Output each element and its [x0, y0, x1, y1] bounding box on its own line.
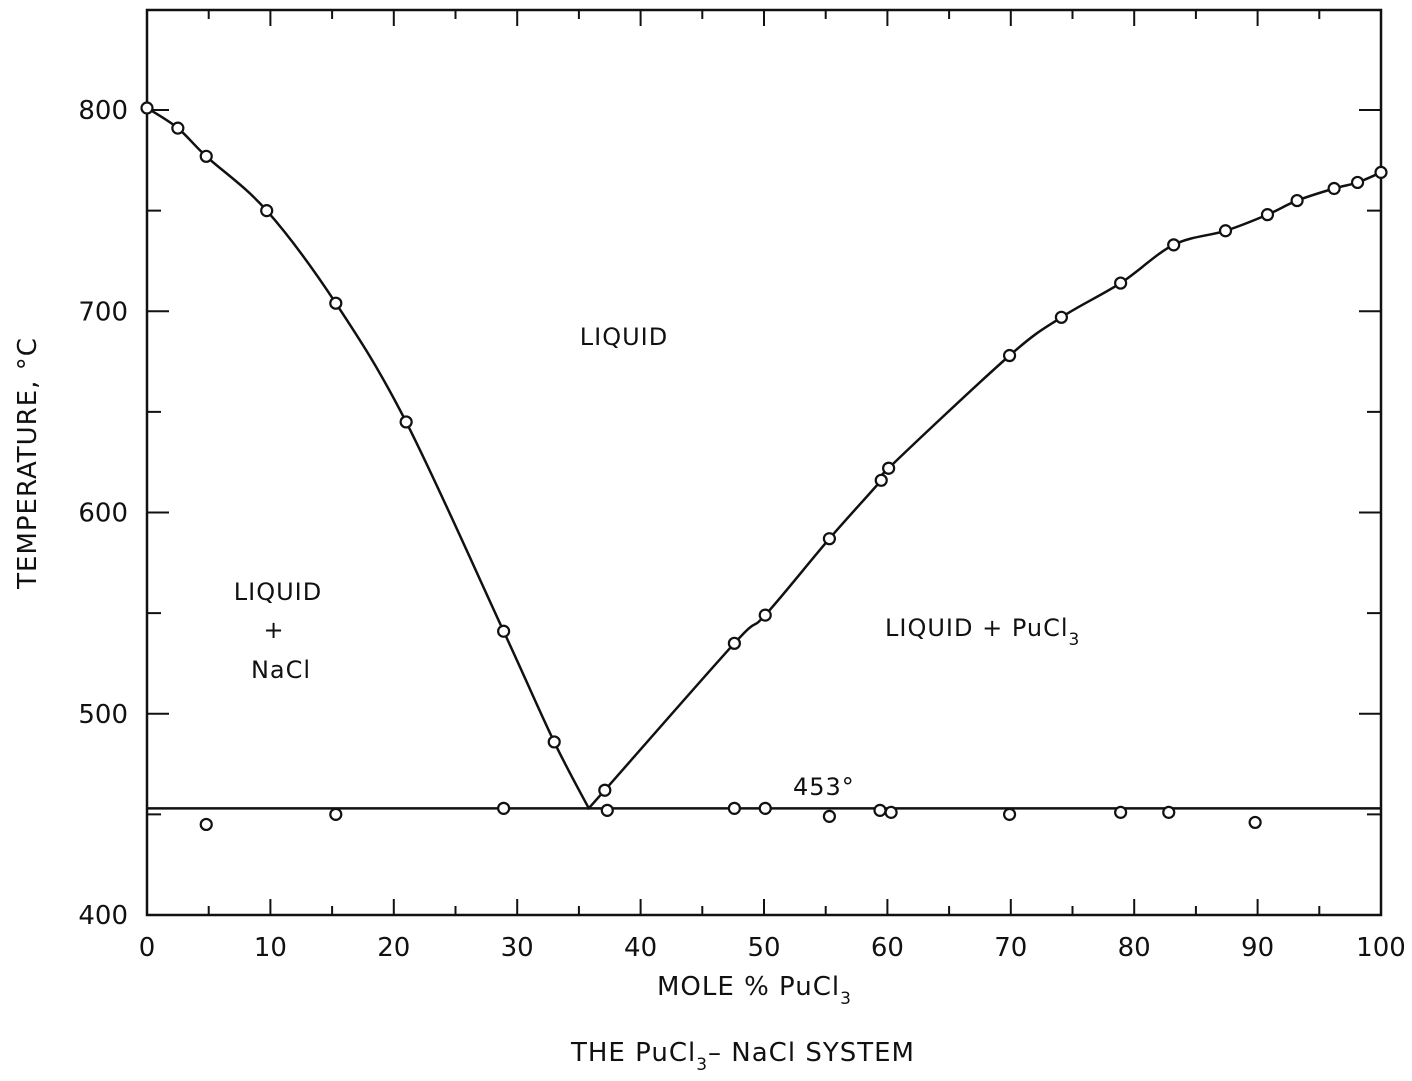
- axis-ticks: [147, 10, 1381, 915]
- liquidus-point: [140, 101, 154, 115]
- region-label-liquid-nacl-1: LIQUID: [234, 578, 322, 606]
- liquidus-point: [882, 461, 896, 475]
- liquidus-point: [1327, 181, 1341, 196]
- x-tick-label: 50: [747, 933, 780, 963]
- y-tick-label: 700: [78, 297, 128, 327]
- liquidus-pucl3-side: [587, 171, 1382, 810]
- eutectic-point: [884, 805, 898, 819]
- x-axis-title-main: MOLE % PuCl: [657, 972, 840, 1002]
- liquidus-point: [874, 473, 888, 487]
- liquidus-point: [329, 296, 343, 310]
- liquidus-point: [399, 415, 413, 429]
- liquidus-point: [758, 608, 772, 622]
- eutectic-point: [758, 801, 772, 815]
- x-tick-label: 30: [501, 933, 534, 963]
- eutectic-point: [600, 803, 614, 817]
- x-tick-label: 100: [1356, 933, 1406, 963]
- x-tick-label: 40: [624, 933, 657, 963]
- liquidus-nacl-side: [146, 106, 590, 809]
- eutectic-temperature-label: 453°: [793, 773, 855, 801]
- liquidus-point: [497, 624, 511, 638]
- data-points: [140, 101, 1388, 832]
- eutectic-point: [822, 809, 837, 823]
- eutectic-point: [1248, 815, 1262, 830]
- figure-caption-part-a: THE PuCl: [570, 1038, 696, 1068]
- figure-caption: THE PuCl3– NaCl SYSTEM: [570, 1038, 915, 1075]
- y-tick-label: 800: [78, 96, 128, 126]
- x-tick-label: 70: [994, 933, 1027, 963]
- x-tick-labels: 0 10 20 30 40 50 60 70 80 90 100: [139, 933, 1406, 963]
- figure-caption-part-b: – NaCl SYSTEM: [708, 1038, 915, 1068]
- liquidus-point: [199, 149, 213, 163]
- region-label-liquid-pucl3: LIQUID + PuCl3: [885, 614, 1080, 650]
- region-label-liquid-pucl3-sub: 3: [1069, 630, 1081, 650]
- liquidus-point: [260, 204, 274, 218]
- x-axis-title: MOLE % PuCl3: [657, 972, 852, 1009]
- liquidus-point: [1260, 208, 1275, 222]
- eutectic-point: [1114, 805, 1128, 819]
- liquidus-point: [1002, 348, 1017, 363]
- region-label-liquid-nacl-3: NaCl: [251, 656, 311, 684]
- x-axis-title-sub: 3: [840, 989, 852, 1009]
- x-tick-label: 0: [139, 933, 156, 963]
- y-tick-label: 600: [78, 499, 128, 529]
- eutectic-point: [727, 801, 741, 815]
- region-label-liquid-nacl-2: +: [263, 616, 284, 644]
- liquidus-curves: [146, 106, 1382, 810]
- x-tick-label: 90: [1241, 933, 1274, 963]
- liquidus-point: [1054, 310, 1068, 324]
- liquidus-point: [1218, 224, 1233, 238]
- y-tick-label: 500: [78, 700, 128, 730]
- eutectic-point: [199, 817, 213, 832]
- figure-caption-sub: 3: [696, 1055, 708, 1075]
- y-tick-labels: 400 500 600 700 800: [78, 96, 128, 931]
- region-label-liquid: LIQUID: [580, 323, 668, 351]
- liquidus-point: [1290, 193, 1304, 208]
- liquidus-point: [1374, 165, 1388, 179]
- liquidus-point: [1167, 238, 1181, 252]
- y-tick-label: 400: [78, 901, 128, 931]
- region-label-liquid-pucl3-main: LIQUID + PuCl: [885, 614, 1069, 642]
- eutectic-point: [1162, 805, 1176, 819]
- eutectic-point: [873, 803, 887, 817]
- eutectic-point: [329, 807, 343, 821]
- liquidus-point: [171, 121, 185, 135]
- x-tick-label: 80: [1118, 933, 1151, 963]
- liquidus-point: [547, 735, 561, 749]
- eutectic-point: [497, 801, 511, 815]
- plot-frame: [145, 8, 1383, 917]
- x-tick-label: 10: [254, 933, 287, 963]
- liquidus-point: [598, 783, 612, 797]
- liquidus-point: [727, 636, 741, 650]
- x-tick-label: 20: [377, 933, 410, 963]
- liquidus-point: [1350, 175, 1365, 190]
- eutectic-point: [1002, 807, 1017, 821]
- y-axis-title: TEMPERATURE, °C: [13, 337, 43, 590]
- liquidus-point: [1114, 276, 1128, 290]
- liquidus-point: [822, 532, 837, 546]
- x-tick-label: 60: [871, 933, 904, 963]
